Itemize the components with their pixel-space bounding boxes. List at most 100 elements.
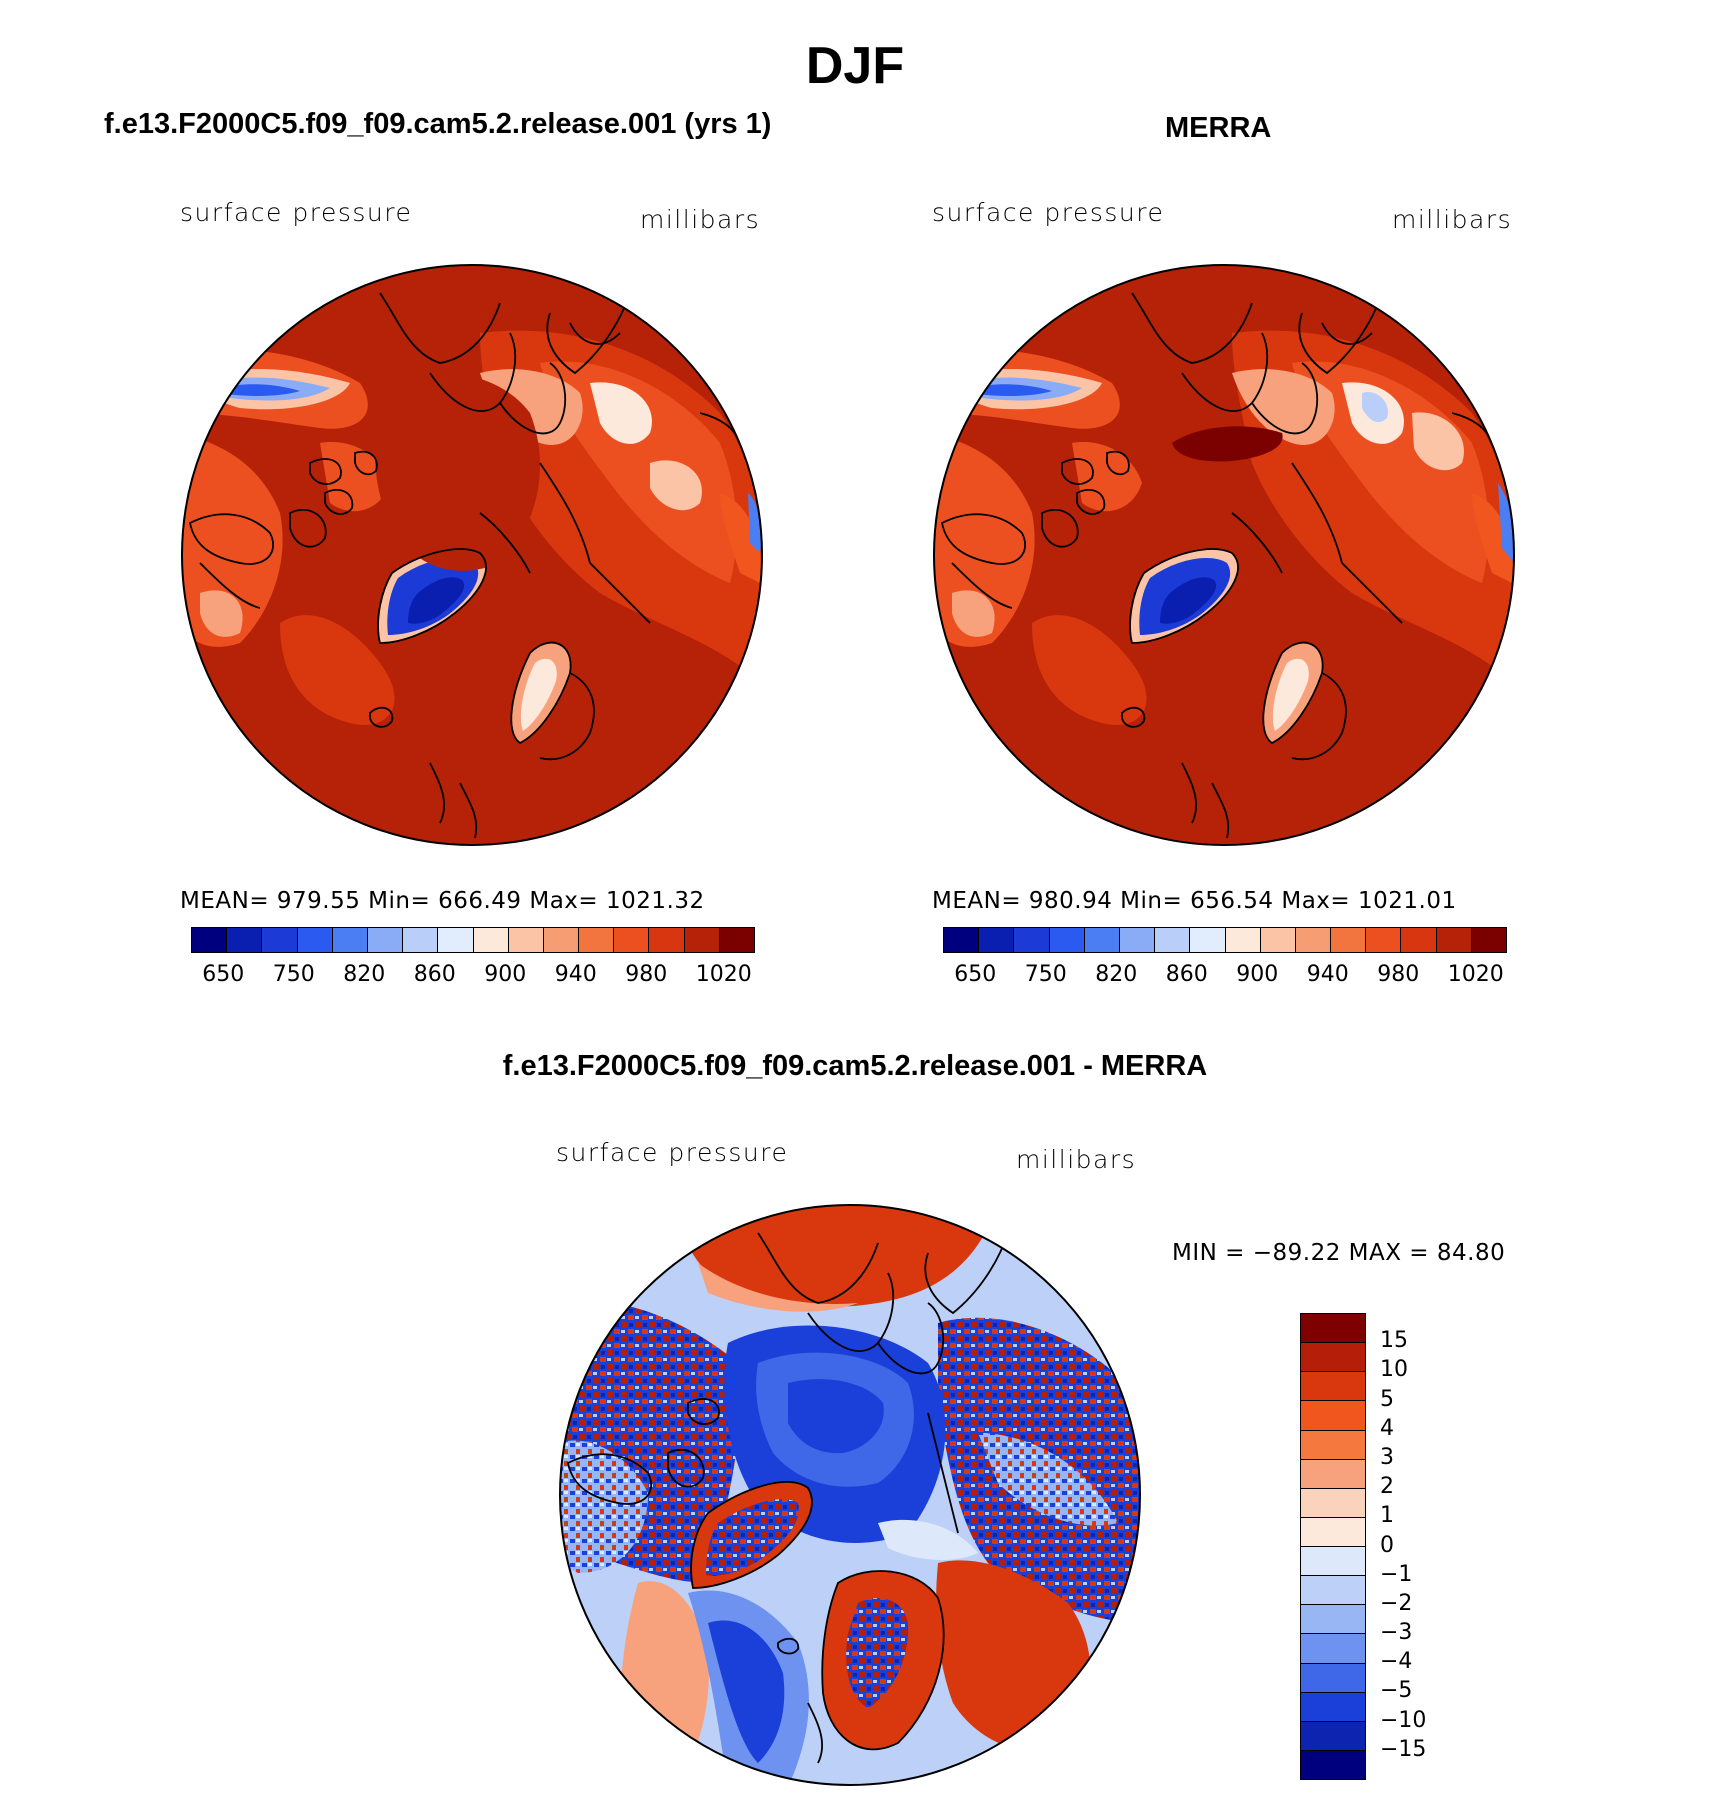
- colorbar-tick-label: 860: [1165, 962, 1208, 987]
- colorbar-swatch: [579, 928, 615, 952]
- panel3-title: f.e13.F2000C5.f09_f09.cam5.2.release.001…: [502, 1050, 1208, 1082]
- colorbar-swatch: [508, 928, 544, 952]
- colorbar-swatch: [1301, 1605, 1365, 1635]
- colorbar-swatch: [1295, 928, 1332, 952]
- panel1-units-label: millibars: [640, 205, 761, 234]
- colorbar-swatch: [1301, 1430, 1365, 1460]
- colorbar-tick-label: −4: [1380, 1649, 1413, 1675]
- panel2-polar-map: [933, 264, 1515, 846]
- colorbar-tick-label: 3: [1380, 1444, 1394, 1470]
- colorbar-tick-label: 820: [343, 962, 386, 987]
- colorbar-swatch: [403, 928, 439, 952]
- colorbar-swatch: [1225, 928, 1261, 952]
- colorbar-swatch: [684, 928, 720, 952]
- colorbar-tick-label: 10: [1380, 1357, 1408, 1383]
- colorbar-swatch: [1301, 1459, 1365, 1489]
- colorbar-swatch: [1436, 928, 1472, 952]
- colorbar-swatch: [1301, 1517, 1365, 1547]
- colorbar-swatch: [1260, 928, 1296, 952]
- colorbar-swatch: [649, 928, 685, 952]
- colorbar-swatch: [1155, 928, 1191, 952]
- colorbar-swatch: [1366, 928, 1402, 952]
- colorbar-tick-label: 0: [1380, 1532, 1394, 1558]
- panel3-stats: MIN = −89.22 MAX = 84.80: [1172, 1240, 1506, 1266]
- colorbar-swatch: [1190, 928, 1226, 952]
- colorbar-swatch: [1301, 1663, 1365, 1693]
- colorbar-swatch: [1471, 928, 1506, 952]
- colorbar-tick-label: 1: [1380, 1503, 1394, 1529]
- colorbar-swatch: [1301, 1401, 1365, 1431]
- colorbar-swatch: [1401, 928, 1437, 952]
- panel2-colorbar-labels: 650 750 820 860 900 940 980 1020: [943, 962, 1507, 992]
- colorbar-tick-label: 750: [1024, 962, 1067, 987]
- panel2-stats: MEAN= 980.94 Min= 656.54 Max= 1021.01: [932, 888, 1457, 914]
- colorbar-tick-label: 900: [1236, 962, 1279, 987]
- panel2-colorbar: [943, 927, 1507, 953]
- panel3-colorbar-labels: 15 10 5 4 3 2 1 0 −1 −2 −3 −4 −5 −10 −15: [1380, 1313, 1480, 1780]
- panel3-variable-label: surface pressure: [556, 1138, 789, 1167]
- colorbar-swatch: [1301, 1314, 1365, 1344]
- colorbar-swatch: [1119, 928, 1156, 952]
- colorbar-swatch: [543, 928, 580, 952]
- colorbar-swatch: [1014, 928, 1050, 952]
- colorbar-swatch: [262, 928, 298, 952]
- colorbar-swatch: [473, 928, 509, 952]
- colorbar-swatch: [979, 928, 1015, 952]
- colorbar-tick-label: −1: [1380, 1561, 1413, 1587]
- colorbar-tick-label: 4: [1380, 1415, 1394, 1441]
- colorbar-swatch: [1301, 1750, 1365, 1779]
- panel1-polar-map: [181, 264, 763, 846]
- panel3-units-label: millibars: [1016, 1145, 1137, 1174]
- colorbar-swatch: [719, 928, 754, 952]
- colorbar-tick-label: −5: [1380, 1678, 1413, 1704]
- colorbar-tick-label: 1020: [695, 962, 752, 987]
- colorbar-swatch: [1301, 1343, 1365, 1373]
- colorbar-swatch: [192, 928, 228, 952]
- colorbar-swatch: [1301, 1576, 1365, 1606]
- colorbar-swatch: [1301, 1547, 1365, 1577]
- panel3-difference-map: [559, 1204, 1141, 1786]
- panel1-stats: MEAN= 979.55 Min= 666.49 Max= 1021.32: [180, 888, 705, 914]
- colorbar-swatch: [438, 928, 474, 952]
- colorbar-swatch: [1301, 1488, 1365, 1518]
- panel1-colorbar: [191, 927, 755, 953]
- colorbar-swatch: [227, 928, 263, 952]
- colorbar-tick-label: 820: [1095, 962, 1138, 987]
- panel1-variable-label: surface pressure: [180, 198, 413, 227]
- colorbar-tick-label: 980: [1377, 962, 1420, 987]
- colorbar-swatch: [614, 928, 650, 952]
- colorbar-tick-label: 860: [413, 962, 456, 987]
- colorbar-tick-label: 900: [484, 962, 527, 987]
- colorbar-swatch: [332, 928, 368, 952]
- panel2-title: MERRA: [1165, 112, 1272, 144]
- colorbar-tick-label: −10: [1380, 1707, 1427, 1733]
- colorbar-tick-label: 650: [202, 962, 245, 987]
- colorbar-tick-label: 940: [554, 962, 597, 987]
- panel1-title: f.e13.F2000C5.f09_f09.cam5.2.release.001…: [104, 108, 772, 140]
- colorbar-swatch: [1301, 1721, 1365, 1751]
- colorbar-tick-label: 750: [272, 962, 315, 987]
- colorbar-tick-label: −2: [1380, 1590, 1413, 1616]
- panel1-colorbar-labels: 650 750 820 860 900 940 980 1020: [191, 962, 755, 992]
- panel3-colorbar: [1300, 1313, 1366, 1780]
- colorbar-swatch: [367, 928, 404, 952]
- colorbar-swatch: [1084, 928, 1120, 952]
- colorbar-swatch: [1301, 1634, 1365, 1664]
- figure-title: DJF: [805, 37, 905, 95]
- panel2-units-label: millibars: [1392, 205, 1513, 234]
- colorbar-tick-label: −3: [1380, 1620, 1413, 1646]
- colorbar-tick-label: 2: [1380, 1474, 1394, 1500]
- colorbar-tick-label: −15: [1380, 1736, 1427, 1762]
- colorbar-swatch: [1301, 1692, 1365, 1722]
- colorbar-swatch: [297, 928, 333, 952]
- colorbar-swatch: [1049, 928, 1085, 952]
- colorbar-tick-label: 650: [954, 962, 997, 987]
- panel2-variable-label: surface pressure: [932, 198, 1165, 227]
- colorbar-tick-label: 1020: [1447, 962, 1504, 987]
- colorbar-tick-label: 980: [625, 962, 668, 987]
- colorbar-tick-label: 15: [1380, 1328, 1408, 1354]
- colorbar-swatch: [944, 928, 980, 952]
- colorbar-swatch: [1301, 1372, 1365, 1402]
- colorbar-tick-label: 5: [1380, 1386, 1394, 1412]
- colorbar-swatch: [1331, 928, 1367, 952]
